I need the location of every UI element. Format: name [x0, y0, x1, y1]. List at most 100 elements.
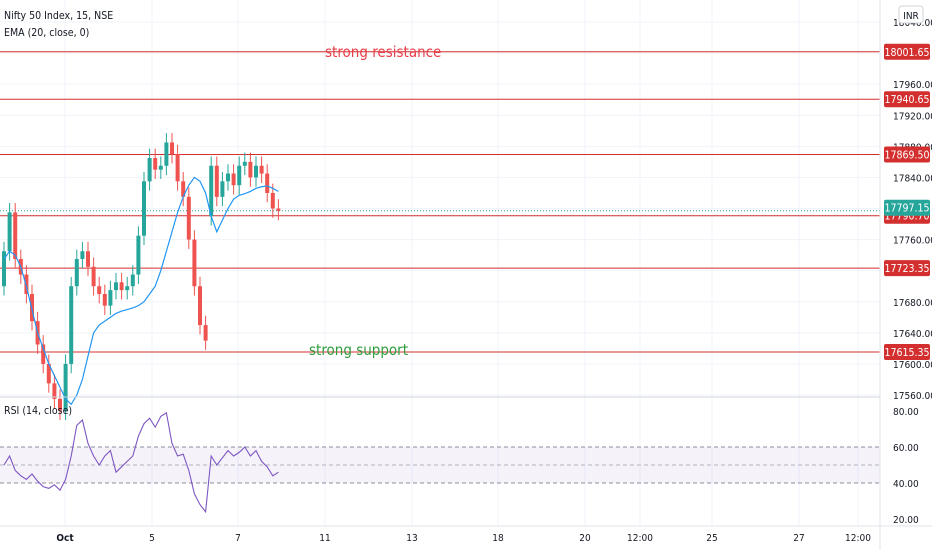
candle-body[interactable] — [254, 165, 258, 178]
candle-body[interactable] — [52, 383, 57, 399]
candle-body[interactable] — [158, 165, 163, 170]
candle-body[interactable] — [237, 165, 242, 186]
symbol-legend[interactable]: Nifty 50 Index, 15, NSE — [4, 10, 113, 22]
time-tick-label: 12:00 — [845, 533, 871, 544]
candle-body[interactable] — [142, 181, 146, 236]
candle-body[interactable] — [2, 251, 6, 287]
candle-body[interactable] — [153, 157, 158, 170]
candle-body[interactable] — [74, 259, 79, 287]
candle-body[interactable] — [186, 196, 191, 240]
rsi-line — [3, 411, 279, 514]
level-price-tag-label: 17723.35 — [884, 263, 929, 275]
level-price-tag-label: 17940.65 — [884, 94, 929, 106]
candle-body[interactable] — [69, 286, 74, 364]
candle-body[interactable] — [226, 173, 230, 182]
level-price-tag — [884, 43, 930, 60]
candle-body[interactable] — [41, 344, 46, 364]
time-tick-label: 7 — [235, 533, 241, 544]
time-tick-label: 18 — [492, 533, 504, 544]
candle-body[interactable] — [170, 142, 174, 155]
ema-polyline — [3, 176, 279, 406]
candle-body[interactable] — [203, 325, 208, 341]
rsi-tick-label: 80.00 — [893, 407, 919, 418]
time-tick-label: 20 — [579, 533, 591, 544]
candle-body[interactable] — [242, 161, 247, 166]
candle-body[interactable] — [7, 212, 12, 252]
level-price-tag-label: 17869.50 — [884, 149, 929, 161]
grid-layer — [0, 0, 880, 526]
level-price-tag-label: 17615.35 — [884, 347, 929, 359]
level-price-tag — [884, 343, 930, 360]
candle-body[interactable] — [108, 290, 113, 306]
price-tick-label: 17760.00 — [893, 236, 932, 247]
level-price-tag — [884, 260, 930, 277]
rsi-legend[interactable]: RSI (14, close) — [4, 405, 72, 417]
candle-body[interactable] — [209, 165, 214, 217]
candle-body[interactable] — [181, 181, 186, 197]
candle-body[interactable] — [276, 208, 281, 211]
time-tick-label: 13 — [406, 533, 417, 544]
candle-body[interactable] — [125, 286, 130, 291]
price-tags: 18001.6517940.6517869.5017790.7017723.35… — [884, 43, 930, 360]
time-tick-label: Oct — [56, 533, 74, 544]
candle-body[interactable] — [91, 266, 96, 287]
candle-body[interactable] — [231, 173, 236, 186]
price-tick-label: 17920.00 — [893, 111, 932, 122]
candle-body[interactable] — [86, 251, 90, 267]
candle-body[interactable] — [220, 181, 225, 197]
time-tick-label: 5 — [149, 533, 155, 544]
rsi-band-fill — [0, 447, 880, 483]
time-axis[interactable]: Oct 5 7 11 13 18 20 12:00 25 27 12:00 — [56, 533, 871, 544]
horizontal-levels[interactable] — [0, 51, 880, 353]
candles[interactable] — [2, 133, 281, 420]
candle-body[interactable] — [114, 282, 118, 291]
rsi-tick-label: 40.00 — [893, 479, 919, 490]
price-tick-label: 17560.00 — [893, 391, 932, 402]
resistance-annotation[interactable]: strong resistance — [325, 43, 441, 61]
candle-body[interactable] — [63, 363, 68, 411]
candle-body[interactable] — [13, 212, 18, 260]
candle-body[interactable] — [136, 235, 141, 275]
rsi-polyline — [3, 411, 279, 514]
candle-body[interactable] — [192, 239, 197, 287]
rsi-band — [0, 446, 880, 484]
currency-label: INR — [903, 11, 919, 22]
last-price-tag-label: 17797.15 — [884, 203, 929, 215]
candle-body[interactable] — [259, 165, 264, 174]
currency-badge[interactable] — [898, 5, 924, 24]
ema-line — [3, 176, 279, 406]
candle-body[interactable] — [80, 251, 85, 260]
candle-body[interactable] — [119, 282, 124, 291]
time-tick-label: 12:00 — [627, 533, 653, 544]
last-price-tag — [884, 199, 930, 216]
candle-body[interactable] — [147, 157, 152, 182]
time-tick-label: 25 — [706, 533, 717, 544]
candle-body[interactable] — [175, 154, 180, 182]
candle-body[interactable] — [248, 161, 253, 178]
price-tick-label: 17840.00 — [893, 173, 932, 184]
level-price-tag — [884, 146, 930, 163]
price-tick-label: 17680.00 — [893, 298, 932, 309]
candle-body[interactable] — [58, 398, 62, 411]
price-tick-label: 17640.00 — [893, 329, 932, 340]
candle-body[interactable] — [270, 192, 275, 209]
rsi-tick-label: 20.00 — [893, 515, 919, 526]
candle-body[interactable] — [214, 165, 219, 197]
level-price-tag — [884, 91, 930, 108]
candle-body[interactable] — [130, 274, 135, 287]
support-annotation[interactable]: strong support — [309, 341, 408, 359]
candle-body[interactable] — [97, 286, 102, 294]
candle-body[interactable] — [164, 142, 169, 166]
candle-body[interactable] — [102, 293, 107, 306]
candle-body[interactable] — [46, 363, 51, 384]
level-price-tag-label: 18001.65 — [884, 47, 929, 59]
candle-body[interactable] — [198, 286, 202, 326]
rsi-tick-label: 60.00 — [893, 443, 919, 454]
price-tick-label: 17960.00 — [893, 80, 932, 91]
ema-legend[interactable]: EMA (20, close, 0) — [4, 27, 89, 39]
price-tick-label: 17600.00 — [893, 360, 932, 371]
time-tick-label: 11 — [319, 533, 330, 544]
candle-body[interactable] — [265, 173, 270, 193]
